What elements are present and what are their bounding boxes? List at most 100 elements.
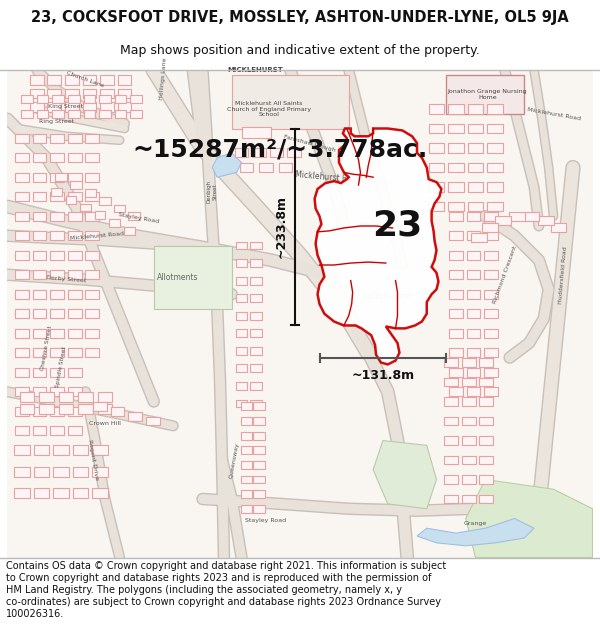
Bar: [250, 364, 262, 372]
Bar: [50, 329, 64, 338]
Bar: [253, 461, 265, 469]
Bar: [33, 231, 46, 240]
Bar: [50, 309, 64, 318]
Bar: [445, 456, 458, 464]
Bar: [39, 392, 54, 401]
Bar: [50, 153, 64, 162]
Bar: [99, 96, 111, 103]
Bar: [98, 392, 112, 401]
Bar: [65, 102, 79, 112]
Bar: [484, 309, 498, 318]
Bar: [100, 89, 114, 98]
Bar: [65, 89, 79, 98]
Bar: [85, 134, 99, 142]
Bar: [448, 182, 464, 192]
Bar: [462, 436, 476, 445]
Bar: [124, 227, 135, 235]
Bar: [51, 188, 62, 196]
Bar: [53, 467, 69, 477]
Bar: [99, 110, 111, 118]
Bar: [448, 124, 464, 133]
Bar: [236, 382, 247, 390]
Bar: [70, 181, 82, 189]
Bar: [33, 348, 46, 357]
Bar: [33, 271, 46, 279]
Bar: [37, 110, 49, 118]
Text: MICKLEHURST: MICKLEHURST: [363, 294, 412, 300]
Bar: [467, 212, 481, 221]
Bar: [85, 309, 99, 318]
Bar: [253, 432, 265, 439]
Bar: [118, 102, 131, 112]
Bar: [241, 505, 252, 512]
Bar: [85, 348, 99, 357]
Bar: [109, 219, 120, 227]
Bar: [20, 392, 34, 401]
Text: Micklehurst All Saints
Church of England Primary
School: Micklehurst All Saints Church of England…: [227, 101, 311, 118]
Polygon shape: [314, 129, 442, 364]
Text: ~233.8m: ~233.8m: [274, 196, 287, 259]
Bar: [241, 446, 252, 454]
Bar: [115, 96, 127, 103]
Bar: [33, 134, 46, 142]
Bar: [479, 358, 493, 367]
Bar: [50, 329, 64, 338]
Bar: [270, 149, 283, 158]
Bar: [68, 388, 82, 396]
Text: Jonathon Grange Nursing
Home: Jonathon Grange Nursing Home: [448, 89, 527, 100]
Bar: [495, 216, 511, 225]
Bar: [154, 246, 232, 309]
Bar: [47, 102, 61, 112]
Text: Farnshaw Clough: Farnshaw Clough: [283, 134, 336, 152]
Bar: [236, 347, 247, 355]
Bar: [30, 89, 44, 98]
Bar: [448, 162, 464, 172]
Bar: [68, 271, 82, 279]
Bar: [449, 329, 463, 338]
Bar: [33, 388, 46, 396]
Bar: [241, 402, 252, 410]
Text: Denbigh
Street: Denbigh Street: [207, 180, 218, 204]
Bar: [33, 309, 46, 318]
Bar: [83, 75, 96, 84]
Bar: [429, 182, 445, 192]
Text: to Crown copyright and database rights 2023 and is reproduced with the permissio: to Crown copyright and database rights 2…: [6, 573, 431, 583]
Polygon shape: [466, 479, 593, 558]
Text: Richmond Crescent: Richmond Crescent: [492, 245, 518, 304]
Bar: [15, 173, 29, 182]
Bar: [68, 309, 82, 318]
Bar: [236, 294, 247, 302]
Bar: [30, 75, 44, 84]
Bar: [448, 104, 464, 114]
Bar: [15, 407, 29, 416]
Bar: [68, 192, 82, 201]
Bar: [15, 426, 29, 435]
Bar: [236, 399, 247, 408]
Bar: [33, 290, 46, 299]
Bar: [462, 358, 476, 367]
Bar: [95, 211, 106, 219]
Bar: [85, 173, 99, 182]
Bar: [50, 290, 64, 299]
Bar: [241, 126, 271, 138]
Bar: [239, 163, 253, 172]
Bar: [33, 153, 46, 162]
Bar: [253, 476, 265, 483]
Bar: [253, 446, 265, 454]
Bar: [250, 242, 262, 249]
Bar: [92, 488, 108, 498]
Bar: [250, 312, 262, 319]
Bar: [15, 212, 29, 221]
Bar: [467, 251, 481, 259]
Polygon shape: [212, 153, 241, 178]
Bar: [50, 348, 64, 357]
Bar: [68, 426, 82, 435]
Bar: [448, 143, 464, 153]
Bar: [449, 348, 463, 357]
Bar: [462, 456, 476, 464]
Bar: [445, 358, 458, 367]
Bar: [467, 271, 481, 279]
Text: Queensway: Queensway: [229, 441, 241, 479]
Bar: [479, 494, 493, 503]
Text: Micklehurst Road: Micklehurst Road: [526, 107, 581, 121]
